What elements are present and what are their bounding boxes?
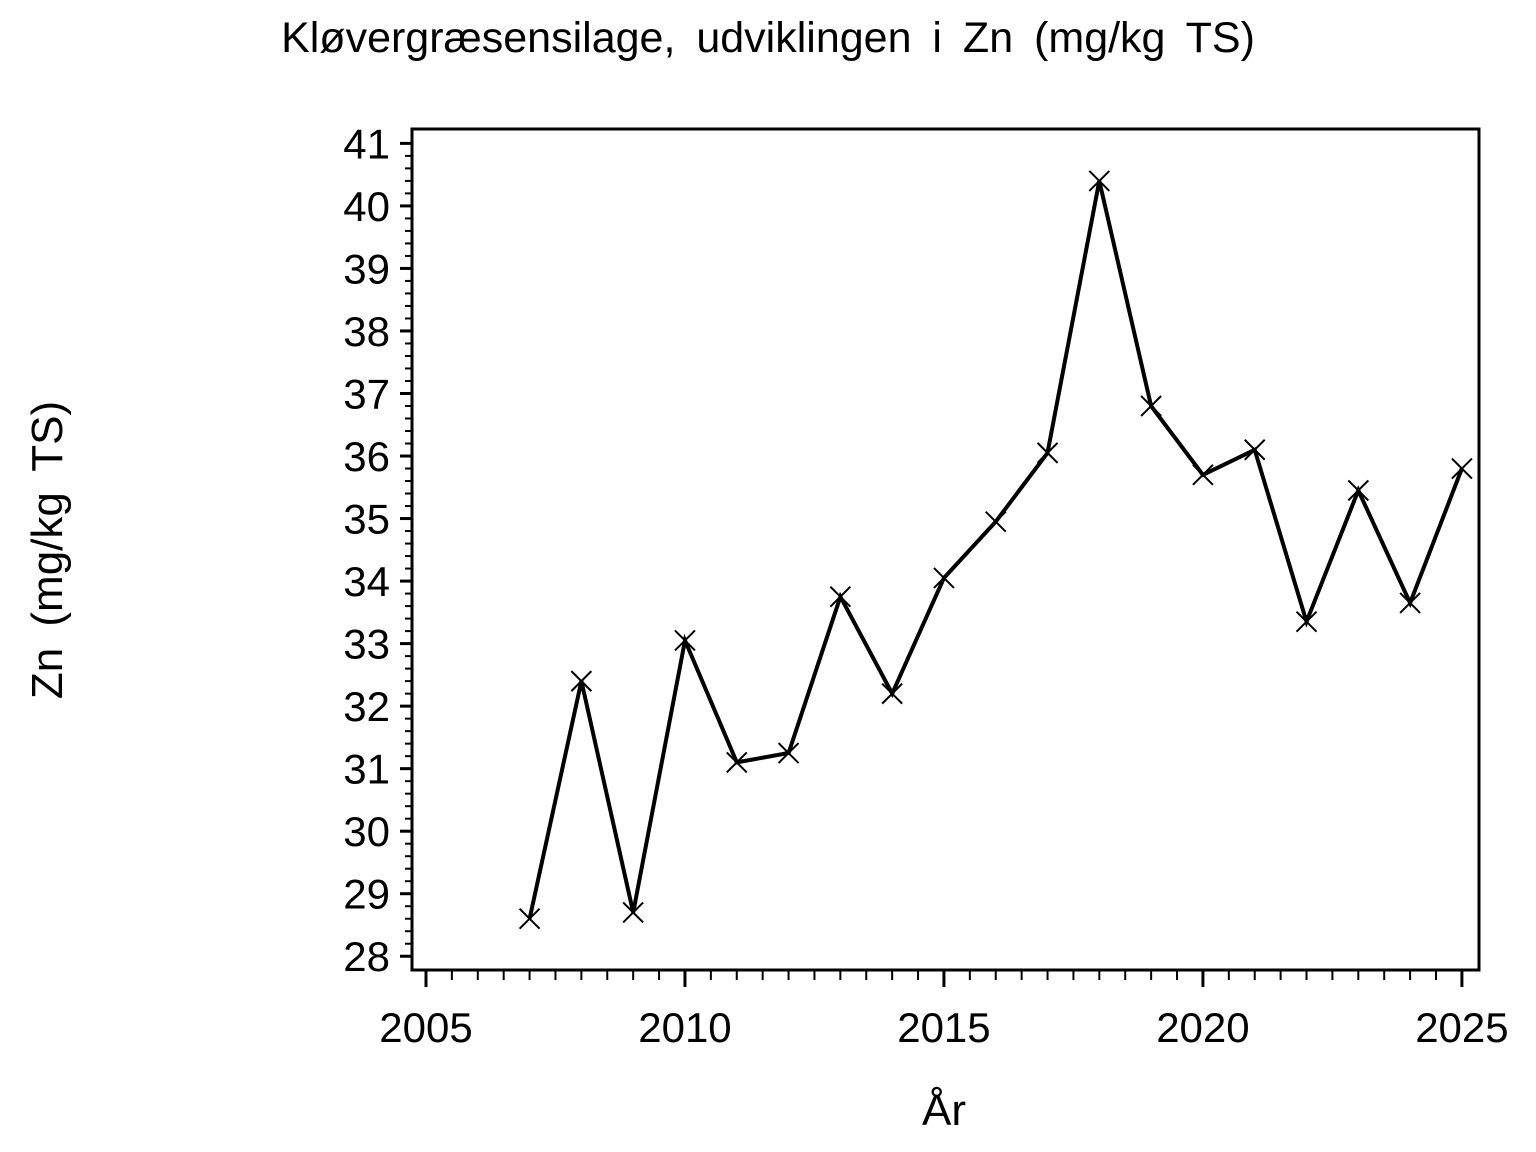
marker-stroke [1192,464,1214,486]
chart-title: Kløvergræsensilage, udviklingen i Zn (mg… [281,14,1255,62]
x-axis: 2005 2010 2015 2020 2025 [379,970,1509,1051]
data-line [527,180,1464,920]
data-point-marker [1244,439,1266,461]
y-tick-label: 34 [343,558,390,605]
marker-stroke [1244,439,1266,461]
y-tick-label: 30 [343,808,390,855]
x-tick-label: 2015 [897,1004,990,1051]
marker-stroke [881,682,903,705]
x-tick-label: 2025 [1415,1004,1508,1051]
marker-stroke [570,670,593,692]
data-point-marker [622,901,644,924]
marker-stroke [1347,479,1370,502]
data-point-marker [933,567,955,589]
data-point-marker [1140,395,1162,417]
marker-stroke [726,751,748,774]
marker-stroke [1140,395,1162,417]
data-point-marker [985,510,1007,533]
x-tick-label: 2020 [1156,1004,1249,1051]
y-tick-label: 40 [343,183,390,230]
y-tick-label: 39 [343,245,390,292]
marker-stroke [1399,592,1421,614]
y-tick-label: 29 [343,871,390,918]
marker-stroke [1451,457,1473,480]
data-point-marker [881,682,903,705]
marker-stroke [1088,170,1111,192]
data-point-marker [1399,592,1421,614]
x-axis-label: År [922,1086,966,1135]
marker-stroke [518,908,541,930]
y-tick-label: 35 [343,496,390,543]
data-point-marker [570,670,593,692]
marker-stroke [1036,442,1059,464]
y-tick-label: 38 [343,308,390,355]
y-tick-label: 37 [343,370,390,417]
marker-stroke [777,742,800,764]
data-point-marker [726,751,748,774]
y-axis-label: Zn (mg/kg TS) [23,401,72,699]
y-tick-label: 41 [343,120,390,167]
marker-stroke [985,510,1007,533]
y-tick-label: 28 [343,933,390,980]
marker-stroke [1295,611,1318,633]
x-tick-label: 2010 [638,1004,731,1051]
plot-frame [410,127,1481,972]
data-point-marker [674,629,696,652]
x-tick-label: 2005 [379,1004,472,1051]
data-point-marker [829,586,852,608]
y-tick-label: 31 [343,746,390,793]
data-point-marker [518,908,541,930]
y-tick-label: 36 [343,433,390,480]
marker-stroke [829,586,852,608]
data-series [518,170,1473,930]
y-axis: 28 29 30 31 32 33 34 35 36 37 38 39 40 41 [343,120,412,980]
marker-stroke [622,901,644,924]
data-point-marker [1347,479,1370,502]
data-point-marker [1088,170,1111,192]
data-point-marker [1451,457,1473,480]
marker-stroke [933,567,955,589]
data-point-marker [777,742,800,764]
y-tick-label: 32 [343,683,390,730]
data-point-marker [1036,442,1059,464]
data-point-marker [1192,464,1214,486]
y-tick-label: 33 [343,621,390,668]
data-point-marker [1295,611,1318,633]
marker-stroke [674,629,696,652]
